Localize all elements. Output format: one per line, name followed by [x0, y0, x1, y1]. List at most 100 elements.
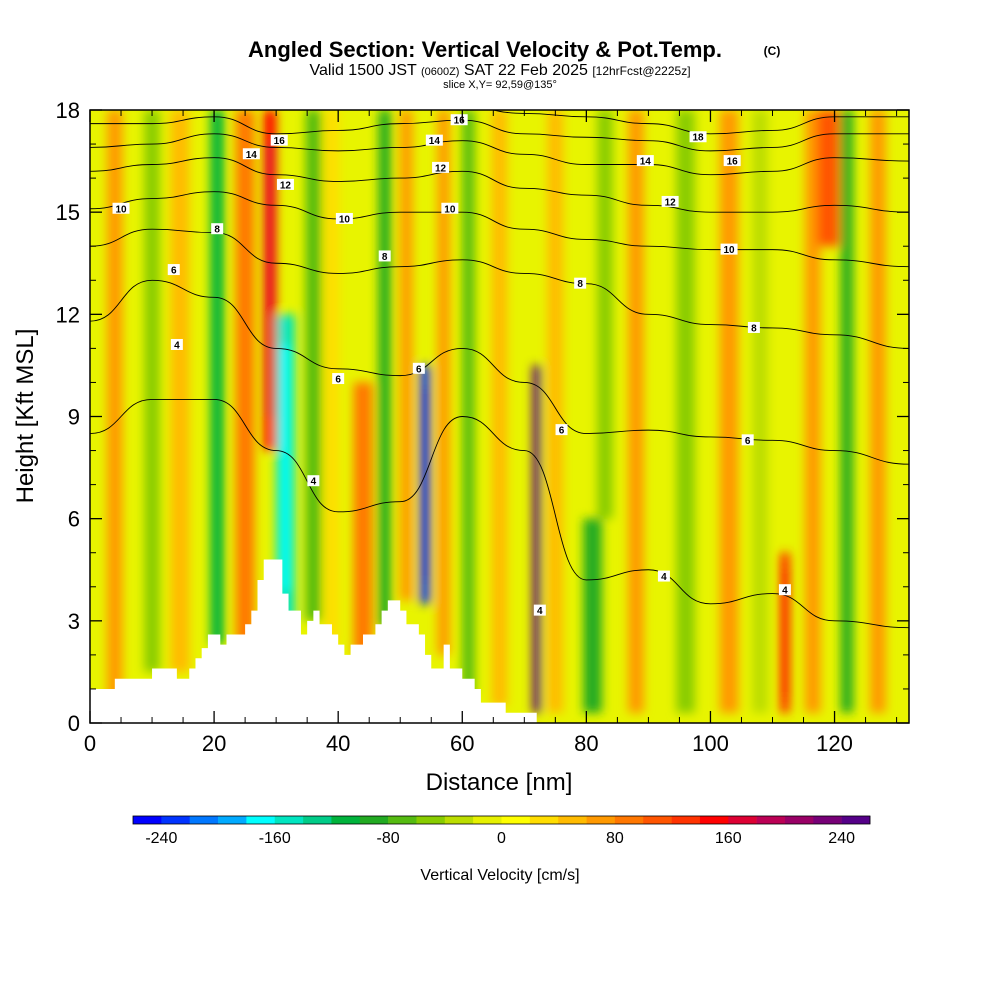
- contour-label-box: [720, 243, 738, 255]
- contour-label-group-1-4: 6: [741, 434, 754, 447]
- contour-label-group-6-0: 16: [270, 134, 288, 147]
- contour-label-group-3-2: 10: [441, 202, 459, 215]
- colorbar-tick-label: 80: [606, 830, 624, 847]
- contour-label-box: [450, 114, 468, 126]
- contour-label-box: [112, 202, 130, 214]
- contour-label-box: [747, 321, 760, 333]
- contour-label-box: [167, 264, 180, 276]
- x-tick-label: 80: [574, 731, 598, 756]
- contour-label-group-4-2: 12: [661, 195, 679, 208]
- x-tick-label: 120: [816, 731, 853, 756]
- colorbar-tick-label: -240: [145, 830, 177, 847]
- contour-label: 16: [274, 136, 286, 147]
- contour-label: 4: [661, 572, 667, 583]
- colorbar-swatch: [813, 816, 842, 824]
- plot-area: [90, 110, 909, 723]
- contour-line-10-3: [90, 191, 909, 268]
- x-axis-label: Distance [nm]: [426, 769, 573, 796]
- x-tick-label: 0: [84, 731, 96, 756]
- y-tick-label: 12: [56, 302, 80, 327]
- contour-label: 14: [640, 157, 652, 168]
- colorbar-swatch: [728, 816, 757, 824]
- contour-label: 18: [692, 133, 704, 144]
- velocity-core-12: [422, 389, 428, 580]
- y-tick-label: 0: [68, 711, 80, 736]
- y-tick-label: 15: [56, 200, 80, 225]
- contour-label-group-5-2: 14: [636, 155, 654, 168]
- colorbar-swatch: [218, 816, 247, 824]
- contour-line-4-0: [90, 399, 909, 629]
- contour-line-14-5: [90, 133, 909, 176]
- colorbar-swatch: [274, 816, 304, 824]
- contour-label-group-0-2: 4: [533, 604, 546, 617]
- x-tick-label: 40: [326, 731, 350, 756]
- contour-label: 6: [171, 266, 177, 277]
- velocity-band-10: [378, 110, 391, 628]
- colorbar-swatch: [784, 816, 814, 824]
- velocity-band-15: [491, 110, 508, 706]
- subtitle-part-b: SAT 22 Feb 2025: [464, 62, 588, 79]
- velocity-band-2: [170, 110, 190, 672]
- colorbar-swatch: [473, 816, 502, 824]
- colorbar-tick-label: -160: [259, 830, 291, 847]
- contour-labels: 4 4 4 4 4 6 6 6 6 6 8 8 8 8 10 10 10 10 12 12 12 14 14 14 16 16 16…: [112, 114, 791, 617]
- colorbar-tick-label: -80: [377, 830, 400, 847]
- velocity-core-16: [534, 400, 539, 679]
- velocity-core-5: [266, 144, 274, 417]
- chart-subtitle: Valid 1500 JST (0600Z) SAT 22 Feb 2025 […: [309, 62, 690, 79]
- colorbar-swatch: [416, 816, 446, 824]
- contour-label-box: [332, 373, 345, 385]
- colorbar-swatch: [501, 816, 531, 824]
- axis-ticks: 0 20 40 60 80 100 120 0 3 6 9 12 15 18: [56, 98, 909, 756]
- velocity-band-25: [805, 110, 821, 713]
- contour-label-box: [335, 212, 353, 224]
- contour-label: 8: [751, 323, 757, 334]
- contour-label-group-3-3: 10: [720, 243, 738, 256]
- contour-label: 4: [174, 340, 180, 351]
- contour-label-group-0-0: 4: [170, 338, 183, 351]
- contour-label: 16: [454, 116, 466, 127]
- velocity-band-9: [353, 382, 373, 655]
- contour-label: 6: [416, 364, 422, 375]
- contour-label: 14: [429, 136, 441, 147]
- contour-label-group-6-1: 16: [450, 114, 468, 127]
- colorbar-tick-label: 240: [828, 830, 855, 847]
- contour-label-box: [636, 155, 654, 167]
- contour-label: 6: [559, 426, 565, 437]
- chart-title-suffix: (C): [764, 44, 781, 58]
- contour-label-group-0-1: 4: [307, 475, 320, 488]
- contour-label-group-5-0: 14: [242, 148, 260, 161]
- velocity-band-22: [719, 110, 739, 713]
- contour-label-box: [307, 475, 320, 487]
- colorbar-swatch: [161, 816, 190, 824]
- velocity-core-24: [782, 568, 788, 697]
- contour-label-box: [741, 434, 754, 446]
- velocity-band-4: [235, 110, 255, 645]
- contour-label-group-2-2: 8: [574, 277, 587, 290]
- colorbar-swatch: [643, 816, 672, 824]
- contour-label-group-0-4: 4: [778, 584, 791, 597]
- potential-temperature-contours: [90, 110, 909, 629]
- x-tick-label: 20: [202, 731, 226, 756]
- velocity-band-14: [462, 110, 475, 696]
- contour-label: 6: [335, 375, 341, 386]
- y-tick-label: 18: [56, 98, 80, 123]
- contour-label-box: [778, 584, 791, 596]
- contour-label: 6: [745, 436, 751, 447]
- velocity-band-28: [817, 110, 840, 247]
- contour-label-group-2-3: 8: [747, 321, 760, 334]
- contour-label-group-7-0: 18: [689, 131, 707, 144]
- contour-label: 4: [782, 586, 788, 597]
- chart-subtitle-line2: slice X,Y= 92,59@135°: [443, 79, 557, 91]
- contour-label: 12: [280, 180, 292, 191]
- contour-label-box: [441, 202, 459, 214]
- y-tick-label: 3: [68, 609, 80, 634]
- colorbar: -240 -160 -80 0 80 160 240: [132, 815, 871, 847]
- velocity-band-1: [144, 110, 160, 672]
- contour-label-box: [432, 161, 450, 173]
- x-tick-label: 60: [450, 731, 474, 756]
- contour-label: 10: [724, 245, 736, 256]
- colorbar-swatch: [671, 816, 701, 824]
- contour-label-box: [555, 424, 568, 436]
- subtitle-small-b: [12hrFcst@2225z]: [592, 64, 690, 78]
